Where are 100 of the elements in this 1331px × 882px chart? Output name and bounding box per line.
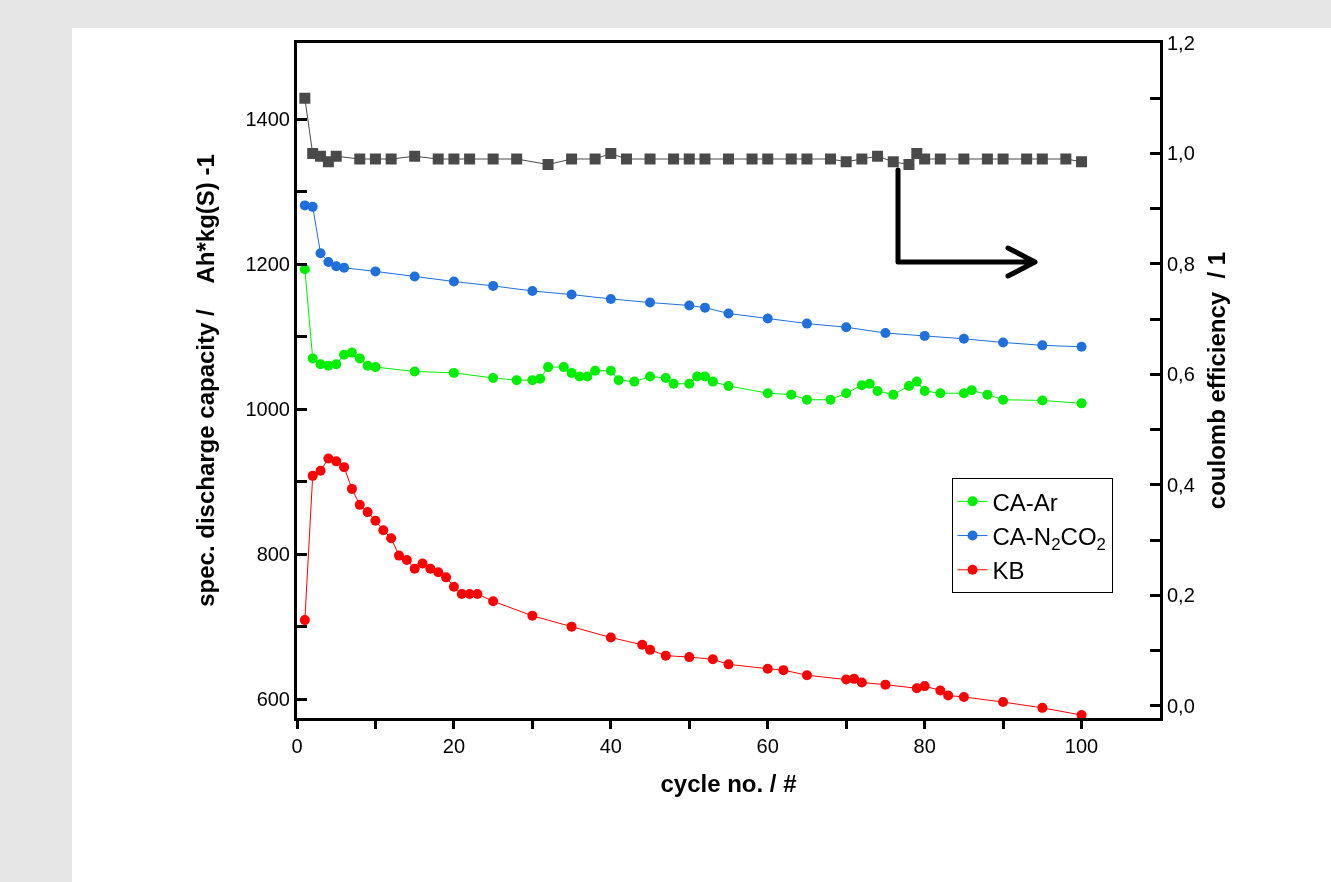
point: [699, 302, 710, 313]
point: [370, 515, 381, 526]
point: [393, 550, 404, 561]
point: [370, 266, 381, 277]
point: [801, 318, 812, 329]
point: [401, 554, 412, 565]
x-tick-label: 80: [913, 735, 936, 757]
point: [660, 650, 671, 661]
point: [605, 632, 616, 643]
point: [566, 621, 577, 632]
point: [762, 663, 773, 674]
legend-label: CA-N$_{2}$CO$_{2}$: [992, 522, 1106, 554]
point: [315, 248, 326, 259]
point: [645, 644, 656, 655]
point: [637, 639, 648, 650]
point: [299, 92, 311, 104]
point: [472, 589, 483, 600]
point: [801, 153, 813, 165]
point: [958, 153, 970, 165]
point: [856, 153, 868, 165]
point: [433, 567, 444, 578]
point: [605, 293, 616, 304]
point: [409, 271, 420, 282]
x-tick-label: 60: [756, 735, 779, 757]
point: [683, 153, 695, 165]
point: [1037, 340, 1048, 351]
point: [346, 483, 357, 494]
point: [409, 563, 420, 574]
point: [668, 378, 679, 389]
y2-tick-label: 1,2: [1167, 32, 1195, 54]
point: [825, 394, 836, 405]
point: [707, 376, 718, 387]
point: [621, 153, 633, 165]
point: [488, 372, 499, 383]
point: [841, 388, 852, 399]
point: [935, 388, 946, 399]
point: [566, 153, 578, 165]
point: [331, 456, 342, 467]
point: [723, 153, 734, 165]
point: [684, 378, 695, 389]
y2-tick-label: 1,0: [1167, 142, 1195, 165]
point: [1021, 153, 1033, 165]
point: [998, 394, 1009, 405]
point: [1036, 153, 1048, 165]
point: [488, 280, 499, 291]
point: [684, 652, 695, 663]
point: [315, 465, 326, 476]
point: [331, 359, 342, 370]
point: [613, 375, 624, 386]
point: [448, 153, 460, 165]
point: [543, 362, 554, 373]
point: [566, 289, 577, 300]
point: [307, 470, 318, 481]
y-tick-label: 600: [256, 688, 290, 711]
point: [527, 285, 538, 296]
point: [934, 153, 946, 165]
point: [785, 153, 797, 165]
point: [840, 156, 852, 168]
point: [354, 353, 365, 364]
point: [919, 386, 930, 397]
point: [323, 256, 334, 267]
point: [644, 153, 656, 165]
point: [629, 376, 640, 387]
point: [339, 349, 350, 360]
point: [527, 610, 538, 621]
point: [511, 375, 522, 386]
point: [903, 159, 915, 171]
point: [605, 147, 617, 159]
x-axis-title: cycle no. / #: [660, 770, 797, 798]
point: [707, 654, 718, 665]
point: [511, 153, 523, 165]
point: [535, 373, 546, 384]
point: [762, 388, 773, 399]
point: [385, 153, 397, 165]
point: [919, 681, 930, 692]
point: [935, 685, 946, 696]
point: [370, 362, 381, 373]
legend-label: CA-Ar: [992, 488, 1058, 516]
point: [1076, 710, 1087, 718]
x-tick-label: 100: [1064, 735, 1099, 757]
point: [339, 262, 350, 273]
point: [997, 153, 1009, 165]
point: [849, 673, 860, 684]
point: [660, 372, 671, 383]
point: [330, 150, 342, 162]
point: [346, 347, 357, 358]
point: [582, 371, 593, 382]
point: [723, 308, 734, 319]
point: [982, 389, 993, 400]
point: [1076, 398, 1087, 409]
y2-tick-label: 0,8: [1167, 252, 1195, 275]
point: [880, 328, 891, 339]
point: [645, 297, 656, 308]
point: [299, 264, 310, 275]
point: [887, 156, 899, 168]
point: [998, 697, 1009, 708]
point: [1076, 156, 1088, 168]
point: [378, 525, 389, 536]
point: [856, 677, 867, 688]
point: [966, 385, 977, 396]
